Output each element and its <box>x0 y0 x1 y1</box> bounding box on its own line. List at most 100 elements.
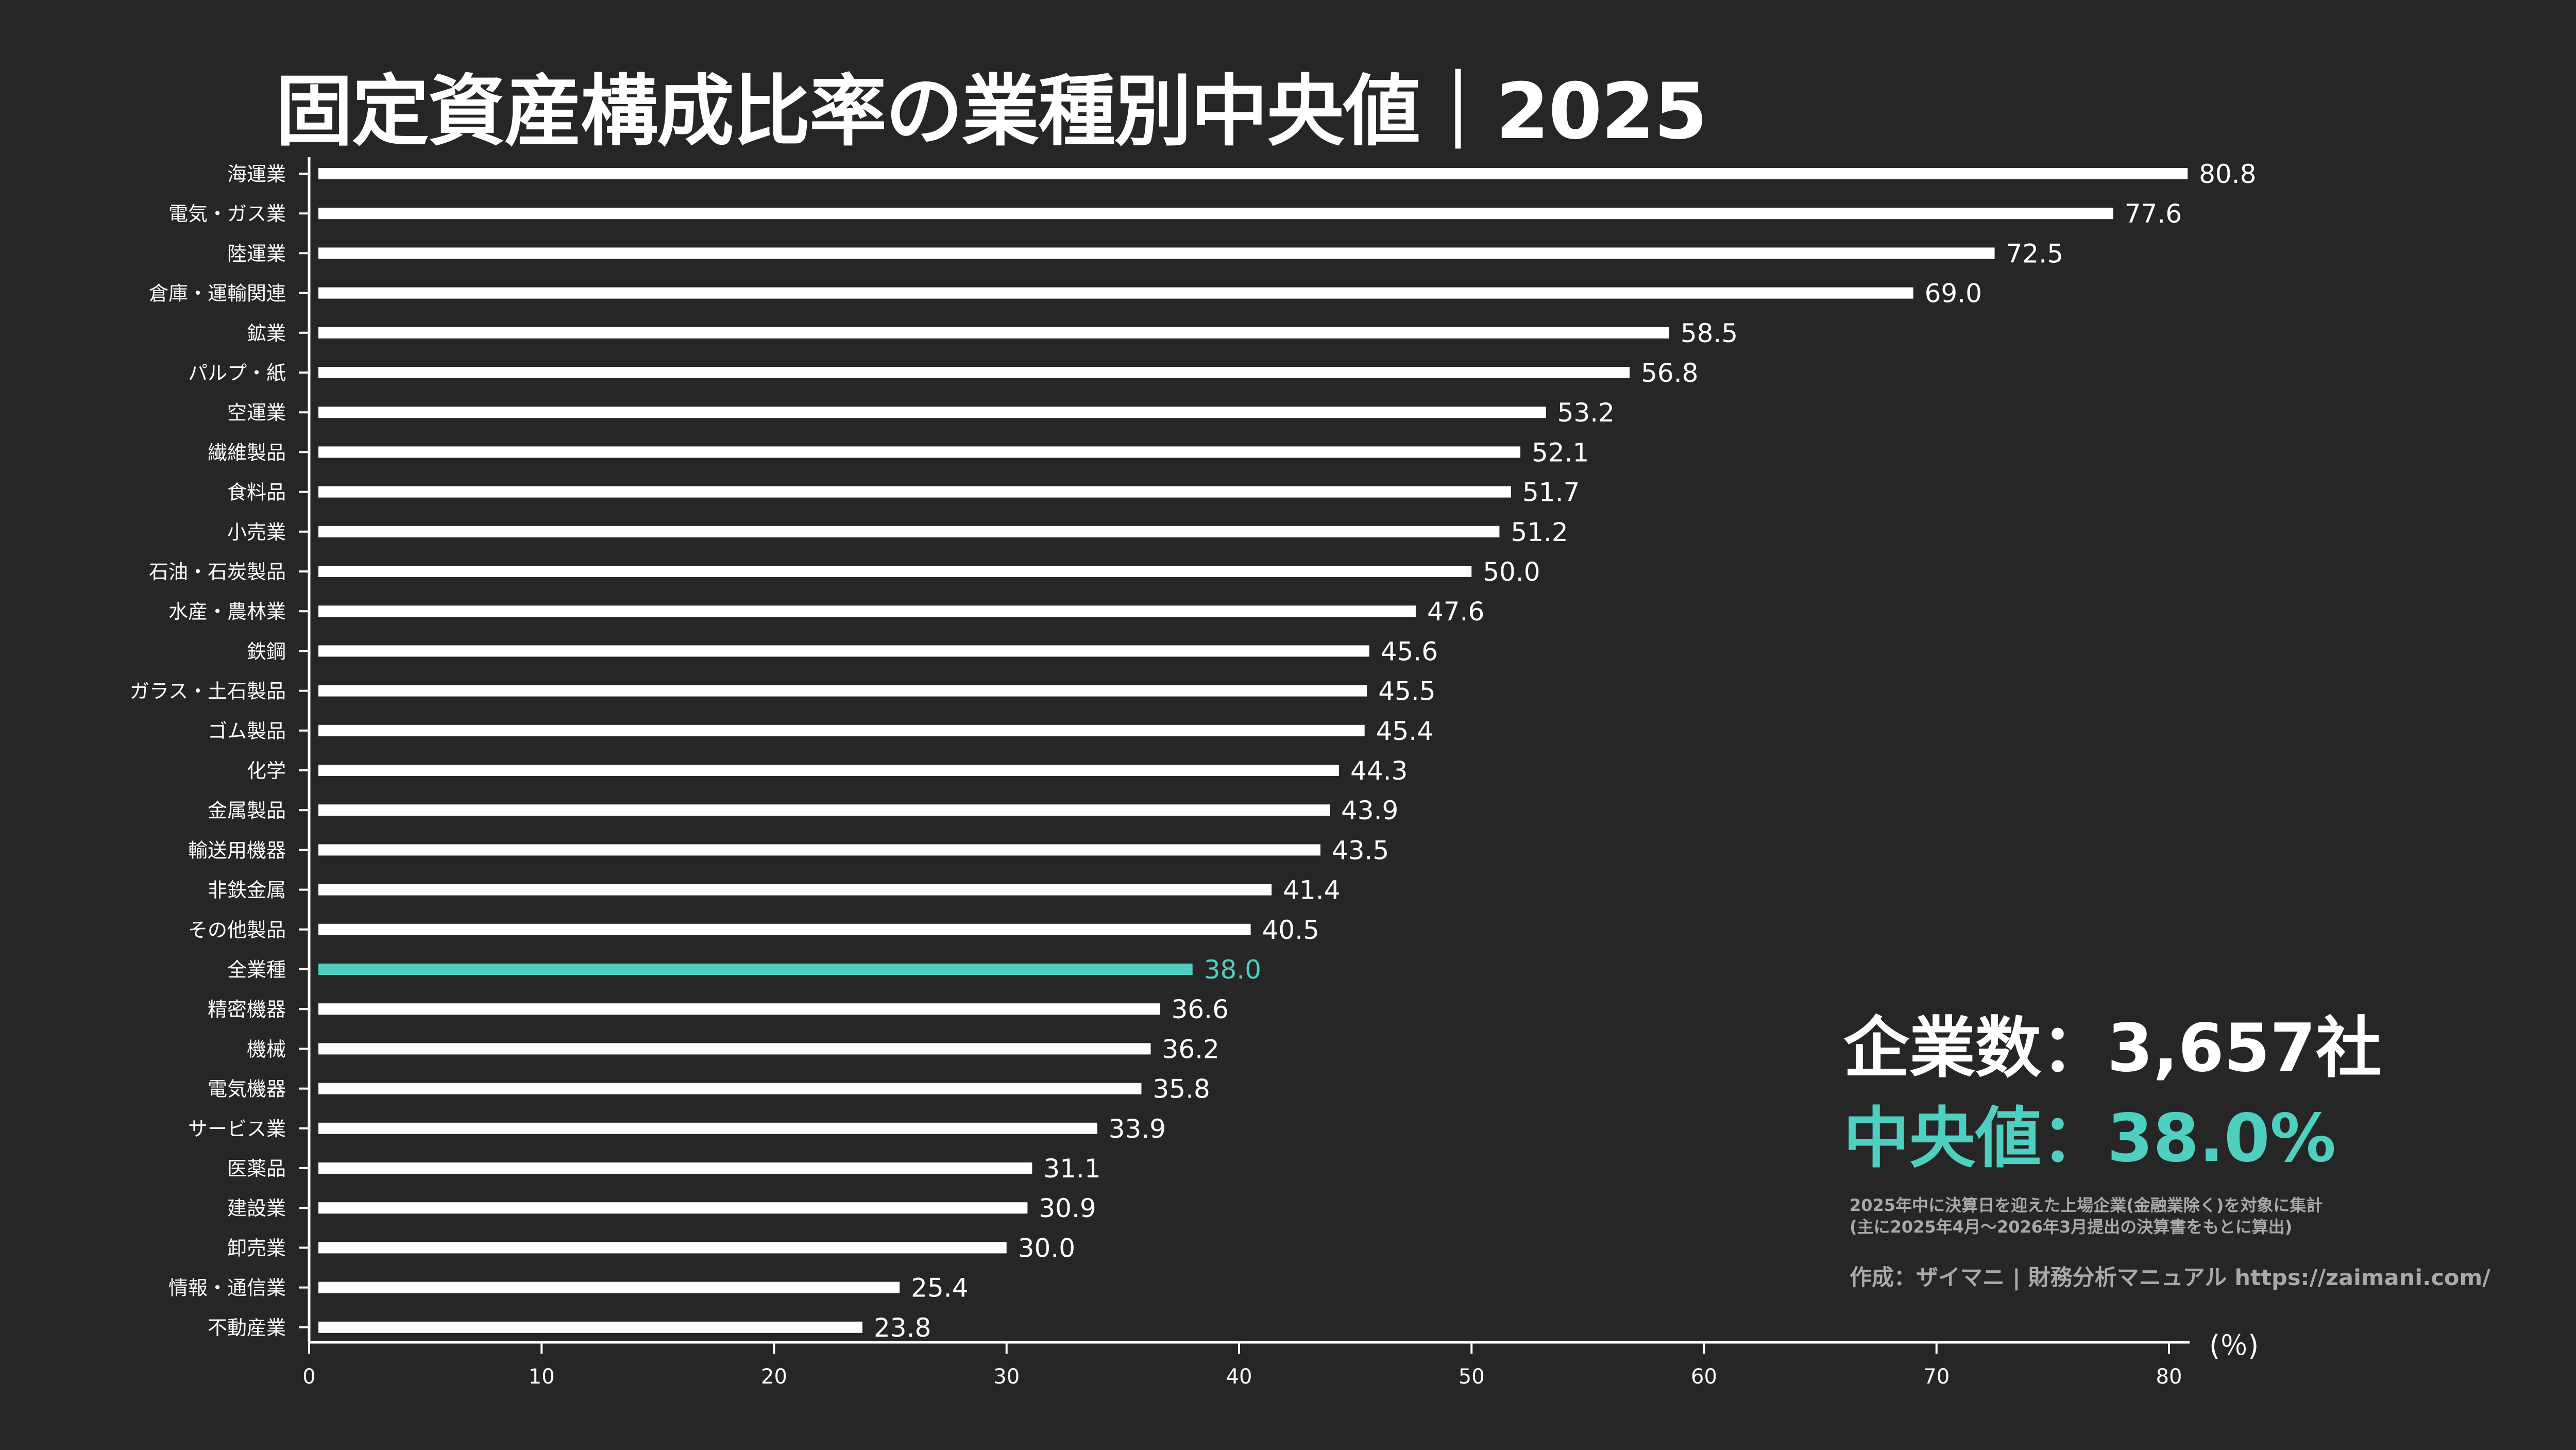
bar <box>318 1282 900 1293</box>
category-label: 輸送用機器 <box>188 839 286 862</box>
x-tick-label: 50 <box>1459 1365 1485 1389</box>
category-label: 全業種 <box>227 958 286 981</box>
x-tick-label: 40 <box>1226 1365 1252 1389</box>
bar <box>318 1162 1032 1174</box>
bar <box>318 287 1913 299</box>
summary-box: 企業数：3,657社 中央値：38.0% <box>1843 1005 2382 1183</box>
value-label: 51.2 <box>1511 517 1568 547</box>
category-label: 空運業 <box>227 401 286 424</box>
value-label: 23.8 <box>874 1313 931 1343</box>
value-label: 80.8 <box>2199 159 2256 189</box>
value-label: 51.7 <box>1522 478 1580 508</box>
value-label: 31.1 <box>1043 1154 1100 1184</box>
value-label: 43.5 <box>1332 835 1389 865</box>
value-label: 58.5 <box>1681 318 1738 348</box>
category-label: 機械 <box>247 1038 286 1060</box>
value-label: 45.6 <box>1381 636 1438 666</box>
category-label: その他製品 <box>188 919 286 941</box>
x-tick-label: 80 <box>2156 1365 2182 1389</box>
bar <box>318 407 1546 418</box>
x-tick-label: 60 <box>1691 1365 1717 1389</box>
value-label: 56.8 <box>1641 358 1698 388</box>
x-tick-label: 20 <box>761 1365 787 1389</box>
value-label: 45.5 <box>1378 677 1435 706</box>
bar <box>318 724 1365 736</box>
bar <box>318 1043 1151 1055</box>
bar <box>318 446 1521 458</box>
category-label: 倉庫・運輸関連 <box>149 282 286 305</box>
bar <box>318 1242 1007 1254</box>
value-label: 33.9 <box>1109 1114 1166 1144</box>
category-label: 水産・農林業 <box>168 600 286 623</box>
value-label: 30.9 <box>1039 1193 1096 1223</box>
bar <box>318 526 1500 537</box>
bar <box>318 1083 1142 1094</box>
bar <box>318 566 1472 577</box>
category-label: パルプ・紙 <box>188 362 286 384</box>
category-label: 医薬品 <box>227 1157 286 1180</box>
category-label: 精密機器 <box>208 998 286 1021</box>
category-label: 繊維製品 <box>208 441 286 464</box>
category-label: 金属製品 <box>208 799 286 822</box>
bar <box>318 844 1320 856</box>
category-label: 小売業 <box>227 521 286 544</box>
category-label: 建設業 <box>227 1197 286 1220</box>
x-axis-unit-label: (％) <box>2209 1329 2259 1362</box>
category-label: 化学 <box>247 760 286 782</box>
bar <box>318 367 1630 378</box>
bar <box>318 486 1511 498</box>
category-label: 卸売業 <box>227 1237 286 1259</box>
bar <box>318 1003 1160 1015</box>
x-tick-label: 0 <box>302 1365 315 1389</box>
highlight-bar <box>318 964 1193 975</box>
note-line-1: 2025年中に決算日を迎えた上場企業(金融業除く)を対象に集計 <box>1850 1195 2323 1215</box>
category-label: 海運業 <box>227 163 286 186</box>
value-label: 41.4 <box>1283 875 1340 905</box>
x-tick-label: 30 <box>993 1365 1020 1389</box>
category-label: 鉱業 <box>247 322 286 345</box>
category-label: 食料品 <box>227 481 286 504</box>
x-tick-label: 10 <box>529 1365 555 1389</box>
value-label: 50.0 <box>1483 557 1540 587</box>
bar <box>318 804 1330 816</box>
note-line-2: (主に2025年4月～2026年3月提出の決算書をもとに算出) <box>1850 1217 2293 1237</box>
category-label: ゴム製品 <box>208 720 286 743</box>
value-label: 52.1 <box>1532 437 1589 467</box>
value-label: 43.9 <box>1341 796 1398 825</box>
highlight-value-label: 38.0 <box>1204 955 1261 985</box>
category-label: 電気・ガス業 <box>168 203 286 225</box>
value-label: 72.5 <box>2006 239 2063 268</box>
category-label: 鉄鋼 <box>247 640 286 663</box>
bar <box>318 884 1272 896</box>
value-label: 36.6 <box>1172 994 1229 1024</box>
bar <box>318 1202 1028 1214</box>
category-label: 非鉄金属 <box>208 879 286 902</box>
bar <box>318 923 1251 935</box>
credit-text: 作成：ザイマニ | 財務分析マニュアル https://zaimani.com/ <box>1850 1265 2490 1291</box>
category-label: 電気機器 <box>208 1078 286 1101</box>
bar <box>318 685 1367 697</box>
chart-title: 固定資産構成比率の業種別中央値｜2025 <box>276 67 1707 157</box>
bar <box>318 1122 1097 1134</box>
bar <box>318 247 1995 259</box>
value-label: 69.0 <box>1925 279 1982 309</box>
bar <box>318 605 1416 617</box>
category-label: 陸運業 <box>227 242 286 265</box>
category-label: サービス業 <box>188 1118 286 1140</box>
value-label: 40.5 <box>1262 915 1319 945</box>
value-label: 77.6 <box>2125 199 2182 229</box>
bar <box>318 1321 862 1333</box>
bar <box>318 208 2113 220</box>
value-label: 47.6 <box>1427 597 1484 627</box>
company-count: 企業数：3,657社 <box>1843 1010 2382 1087</box>
data-notes: 2025年中に決算日を迎えた上場企業(金融業除く)を対象に集計 (主に2025年… <box>1850 1194 2323 1238</box>
median-value: 中央値：38.0% <box>1843 1100 2336 1177</box>
value-label: 35.8 <box>1153 1074 1210 1104</box>
x-tick-label: 70 <box>1923 1365 1950 1389</box>
value-label: 45.4 <box>1376 716 1433 746</box>
category-label: 情報・通信業 <box>168 1277 286 1300</box>
value-label: 53.2 <box>1557 398 1615 428</box>
bar <box>318 327 1669 339</box>
value-label: 44.3 <box>1350 756 1408 786</box>
